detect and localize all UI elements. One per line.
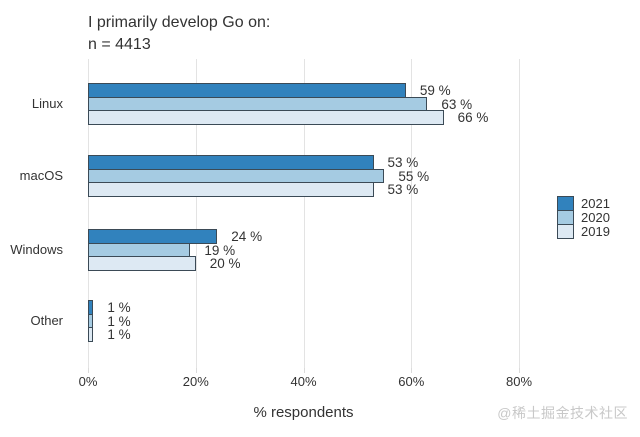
gridline-80% xyxy=(519,59,520,368)
bar-macos-2020 xyxy=(88,168,385,184)
x-tick-label-20%: 20% xyxy=(182,374,209,389)
axis-tick-40% xyxy=(303,368,305,373)
axis-tick-20% xyxy=(195,368,197,373)
bar-windows-2021 xyxy=(88,229,218,244)
category-label-macos: macOS xyxy=(19,168,63,183)
legend-item-2020: 2020 xyxy=(557,210,610,225)
legend: 2021 2020 2019 xyxy=(557,196,610,239)
bar-row-linux-2020: 63 % xyxy=(88,97,488,112)
category-label-windows: Windows xyxy=(10,242,63,257)
bar-value-macos-2019: 53 % xyxy=(387,182,419,197)
gridline-40% xyxy=(303,59,305,368)
legend-swatch-2019 xyxy=(557,224,574,239)
bar-other-2021 xyxy=(88,300,94,315)
bar-value-windows-2020: 19 % xyxy=(204,242,236,258)
bar-value-other-2021: 1 % xyxy=(107,300,131,315)
bar-row-macos-2021: 53 % xyxy=(88,155,429,170)
axis-tick-0% xyxy=(88,368,89,373)
x-tick-label-0%: 0% xyxy=(78,374,98,389)
bar-value-windows-2019: 20 % xyxy=(209,256,241,271)
bar-other-2019 xyxy=(88,327,94,342)
watermark: @稀土掘金技术社区 xyxy=(497,405,628,421)
category-label-other: Other xyxy=(30,313,63,328)
bar-value-macos-2020: 55 % xyxy=(398,168,430,184)
bar-value-linux-2021: 59 % xyxy=(419,83,451,98)
bar-value-linux-2020: 63 % xyxy=(441,96,473,112)
x-tick-label-40%: 40% xyxy=(290,374,317,389)
legend-item-2019: 2019 xyxy=(557,224,610,239)
bar-row-macos-2020: 55 % xyxy=(88,169,429,184)
chart-title-block: I primarily develop Go on: n = 4413 xyxy=(88,12,270,56)
legend-label-2021: 2021 xyxy=(581,196,610,211)
bar-other-2020 xyxy=(88,313,94,329)
bar-windows-2019 xyxy=(88,256,196,271)
gridline-0% xyxy=(88,59,89,368)
gridline-20% xyxy=(195,59,197,368)
gridline-60% xyxy=(411,59,413,368)
bar-row-linux-2021: 59 % xyxy=(88,83,488,98)
bar-row-windows-2021: 24 % xyxy=(88,229,262,244)
bar-linux-2020 xyxy=(88,96,428,112)
category-label-linux: Linux xyxy=(31,96,63,111)
bar-value-other-2020: 1 % xyxy=(107,313,131,329)
legend-label-2019: 2019 xyxy=(581,224,610,239)
legend-item-2021: 2021 xyxy=(557,196,610,211)
bar-row-macos-2019: 53 % xyxy=(88,182,429,197)
bar-value-linux-2019: 66 % xyxy=(457,110,489,125)
bar-macos-2021 xyxy=(88,155,374,170)
bar-value-windows-2021: 24 % xyxy=(231,229,263,244)
bar-value-macos-2021: 53 % xyxy=(387,155,419,170)
bar-value-other-2019: 1 % xyxy=(107,327,131,342)
bar-group-linux: 59 % 63 % 66 % xyxy=(88,83,488,125)
legend-label-2020: 2020 xyxy=(581,210,610,225)
bar-linux-2021 xyxy=(88,83,406,98)
x-tick-label-60%: 60% xyxy=(398,374,425,389)
legend-swatch-2020 xyxy=(557,210,574,225)
chart-title: I primarily develop Go on: xyxy=(88,14,271,31)
legend-swatch-2021 xyxy=(557,196,574,211)
bar-row-linux-2019: 66 % xyxy=(88,110,488,125)
axis-tick-80% xyxy=(519,368,520,373)
chart-subtitle: n = 4413 xyxy=(88,36,151,53)
x-tick-label-80%: 80% xyxy=(505,374,533,389)
bar-row-other-2019: 1 % xyxy=(88,327,131,342)
bar-group-windows: 24 % 19 % 20 % xyxy=(88,229,262,271)
bar-group-other: 1 % 1 % 1 % xyxy=(88,300,131,342)
bar-linux-2019 xyxy=(88,110,444,125)
bar-windows-2020 xyxy=(88,242,191,258)
axis-tick-60% xyxy=(411,368,413,373)
bar-row-windows-2019: 20 % xyxy=(88,256,262,271)
bar-macos-2019 xyxy=(88,182,374,197)
bar-row-other-2021: 1 % xyxy=(88,300,131,315)
bar-group-macos: 53 % 55 % 53 % xyxy=(88,155,429,197)
x-axis-title: % respondents xyxy=(253,404,354,421)
